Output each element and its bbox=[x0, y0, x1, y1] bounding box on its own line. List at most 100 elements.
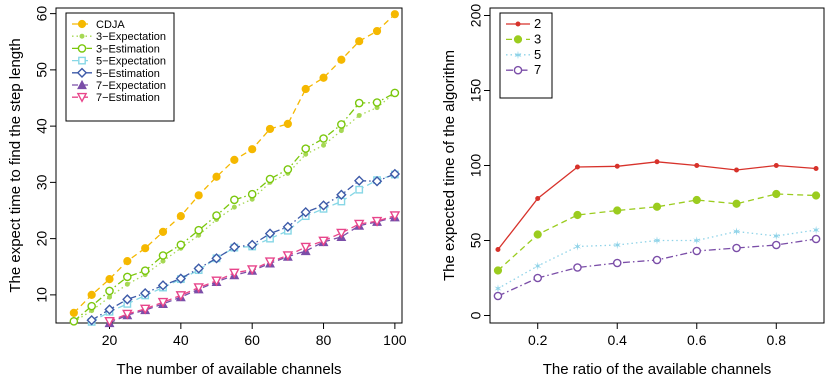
chart2-data-point bbox=[732, 199, 741, 208]
chart2-data-point bbox=[574, 164, 580, 170]
chart1-legend-label: 5−Expectation bbox=[96, 56, 166, 68]
chart2-data-point bbox=[813, 166, 819, 171]
chart1-data-point bbox=[104, 304, 115, 315]
chart1-data-point bbox=[157, 280, 169, 291]
chart1-data-point bbox=[122, 309, 133, 320]
chart1-legend-label: 7−Estimation bbox=[96, 92, 160, 104]
chart2-data-point bbox=[613, 206, 622, 215]
chart1-data-point bbox=[282, 221, 294, 233]
chart1-data-point bbox=[69, 308, 78, 317]
chart1-data-point bbox=[318, 200, 329, 211]
chart1-data-point bbox=[193, 283, 204, 294]
chart2-data-point: ✶ bbox=[652, 236, 661, 248]
chart2-data-point bbox=[493, 291, 503, 301]
chart1-data-point bbox=[194, 225, 203, 235]
chart1-legend-marker bbox=[77, 44, 87, 53]
chart1-y-tick-label: 20 bbox=[34, 231, 50, 247]
chart1-data-point bbox=[229, 268, 240, 279]
chart2-y-tick-label: 50 bbox=[468, 233, 484, 249]
chart1-legend-label: 3−Estimation bbox=[96, 43, 160, 55]
chart1-x-axis-label: The number of available channels bbox=[116, 361, 341, 378]
chart2-data-point bbox=[772, 189, 781, 199]
chart1-data-point bbox=[319, 134, 328, 143]
chart1-data-point bbox=[212, 172, 221, 181]
chart1-data-point bbox=[123, 257, 132, 266]
chart2-data-point bbox=[652, 255, 662, 265]
chart1-x-tick-label: 40 bbox=[173, 332, 189, 348]
chart1-data-point bbox=[300, 242, 311, 253]
chart1-data-point bbox=[211, 253, 222, 264]
chart1-data-point bbox=[337, 120, 346, 129]
chart1-y-tick-label: 10 bbox=[34, 287, 50, 303]
chart1-data-point bbox=[211, 276, 222, 287]
chart2-legend-marker: ✶ bbox=[513, 50, 522, 62]
chart1-data-point bbox=[140, 266, 150, 275]
chart2-data-point: ✶ bbox=[772, 231, 781, 243]
chart2-data-point: ✶ bbox=[573, 242, 582, 254]
chart1-data-point bbox=[354, 98, 364, 108]
chart1-y-tick-label: 60 bbox=[34, 6, 50, 22]
chart1-data-point bbox=[319, 73, 328, 82]
chart2-series-line bbox=[497, 238, 817, 297]
chart1-y-tick-label: 50 bbox=[34, 62, 50, 78]
chart1-data-point bbox=[124, 281, 130, 287]
chart2: 0.2 0.4 0.6 0.8 0 50 100 150 200 The ratio of the… bbox=[441, 4, 825, 378]
chart1-data-point bbox=[248, 145, 257, 154]
chart2-data-point: ✶ bbox=[732, 227, 741, 239]
chart1-x-tick-label: 60 bbox=[244, 332, 260, 348]
chart2-legend-label: 3 bbox=[534, 31, 541, 46]
chart1-data-point bbox=[104, 317, 115, 327]
chart1-legend-marker bbox=[77, 19, 87, 29]
chart1-data-point bbox=[176, 212, 185, 221]
chart2-data-point bbox=[493, 266, 503, 275]
chart2-x-tick-label: 0.2 bbox=[528, 332, 548, 348]
chart1-data-point bbox=[300, 206, 311, 218]
chart1-data-point bbox=[86, 314, 97, 326]
chart1-data-point bbox=[371, 176, 383, 187]
chart2-y-tick-label: 200 bbox=[468, 4, 484, 28]
chart2-legend-label: 2 bbox=[534, 16, 541, 31]
chart2-data-point bbox=[573, 210, 582, 220]
chart1-data-point bbox=[355, 185, 364, 194]
chart1-data-point bbox=[321, 142, 327, 148]
chart1-x-tick-label: 100 bbox=[383, 332, 407, 348]
chart1-data-point bbox=[175, 291, 187, 302]
chart2-data-point bbox=[732, 243, 741, 253]
chart2-data-point bbox=[573, 263, 582, 272]
chart2-series-1 bbox=[495, 159, 819, 252]
chart2-legend-label: 5 bbox=[534, 47, 541, 62]
chart2-data-point bbox=[692, 246, 702, 256]
chart1-data-point bbox=[139, 287, 151, 299]
chart1-legend-marker bbox=[78, 56, 86, 65]
chart2-series-line bbox=[497, 193, 817, 271]
chart1-series-line bbox=[91, 173, 396, 323]
chart1-data-point bbox=[158, 227, 168, 236]
chart1-data-point bbox=[356, 112, 362, 118]
chart1-data-point bbox=[231, 204, 237, 210]
chart1-x-tick-label: 20 bbox=[102, 332, 118, 348]
chart1-legend-label: 5−Estimation bbox=[96, 68, 160, 80]
chart1-data-point bbox=[246, 265, 258, 276]
chart1-series-5 bbox=[86, 168, 401, 326]
chart1-legend-marker bbox=[76, 92, 88, 103]
chart2-x-tick-label: 0.8 bbox=[767, 332, 787, 348]
chart1-data-point bbox=[212, 211, 221, 220]
chart1-series-3 bbox=[69, 88, 400, 326]
chart2-data-point bbox=[771, 240, 781, 250]
chart1-data-point bbox=[105, 275, 114, 284]
chart2-data-point: ✶ bbox=[613, 240, 622, 252]
chart2-legend-box bbox=[499, 12, 553, 99]
chart1-data-point bbox=[282, 251, 294, 262]
chart1-legend-label: CDJA bbox=[96, 19, 125, 31]
chart1-series-2 bbox=[71, 90, 398, 325]
chart1-legend-marker bbox=[79, 33, 85, 39]
chart1-series-line bbox=[91, 173, 396, 321]
chart1-data-point bbox=[265, 124, 275, 134]
chart2-y-tick-label: 0 bbox=[468, 311, 484, 319]
chart1-data-point bbox=[372, 26, 382, 36]
chart2-series-3: ✶ ✶ ✶ ✶ ✶ ✶ ✶ ✶ ✶ bbox=[493, 225, 820, 296]
chart1-data-point bbox=[355, 37, 364, 46]
chart2-y-tick-label: 100 bbox=[468, 154, 484, 178]
chart1-data-point bbox=[389, 168, 401, 180]
chart1-data-point bbox=[336, 228, 347, 239]
